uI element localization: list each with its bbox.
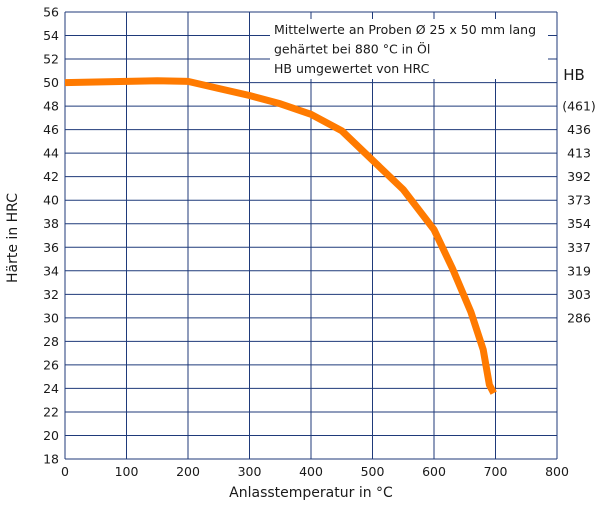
hb-tick-label: 286 xyxy=(567,310,591,325)
y-tick-label: 40 xyxy=(43,193,59,208)
x-axis-title: Anlasstemperatur in °C xyxy=(229,485,393,501)
annotation-line: HB umgewertet von HRC xyxy=(274,61,430,76)
hb-tick-label: 392 xyxy=(567,169,591,184)
hb-axis-title: HB xyxy=(563,66,585,84)
y-tick-label: 52 xyxy=(43,52,59,67)
x-tick-label: 800 xyxy=(545,464,569,479)
y-axis-title: Härte in HRC xyxy=(5,193,21,283)
y-tick-label: 42 xyxy=(43,169,59,184)
hb-tick-label: 373 xyxy=(567,193,591,208)
y-tick-label: 30 xyxy=(43,310,59,325)
grid xyxy=(64,11,558,460)
y-tick-label: 24 xyxy=(43,381,59,396)
hb-tick-label: 413 xyxy=(567,146,591,161)
y-tick-label: 28 xyxy=(43,334,59,349)
y-tick-label: 36 xyxy=(43,240,59,255)
hb-axis: HB (461) 436 413 392 373 354 337 319 303 286 xyxy=(558,60,597,325)
x-tick-label: 400 xyxy=(299,464,323,479)
hb-tick-label: 319 xyxy=(567,263,591,278)
x-tick-label: 600 xyxy=(422,464,446,479)
hb-title-bg xyxy=(558,60,597,86)
annotation: Mittelwerte an Proben Ø 25 x 50 mm lang g… xyxy=(270,19,548,79)
y-tick-label: 22 xyxy=(43,404,59,419)
y-tick-label: 20 xyxy=(43,428,59,443)
y-tick-label: 38 xyxy=(43,216,59,231)
y-tick-label: 44 xyxy=(43,146,59,161)
x-tick-label: 500 xyxy=(361,464,385,479)
x-tick-label: 700 xyxy=(484,464,508,479)
y-tick-label: 32 xyxy=(43,287,59,302)
y-tick-label: 34 xyxy=(43,263,59,278)
y-tick-label: 50 xyxy=(43,75,59,90)
hb-tick-label: 337 xyxy=(567,240,591,255)
y-tick-label: 48 xyxy=(43,99,59,114)
tick-labels: 0 100 200 300 400 500 600 700 800 18 20 22 24 26 28 30 3… xyxy=(43,5,569,480)
hb-tick-label: 303 xyxy=(567,287,591,302)
x-tick-label: 100 xyxy=(115,464,139,479)
y-tick-label: 26 xyxy=(43,357,59,372)
y-tick-label: 54 xyxy=(43,28,59,43)
annotation-line: Mittelwerte an Proben Ø 25 x 50 mm lang xyxy=(274,22,536,37)
annotation-box xyxy=(270,19,548,79)
hb-tick-label: 354 xyxy=(567,216,591,231)
annotation-line: gehärtet bei 880 °C in Öl xyxy=(274,41,430,57)
x-tick-label: 0 xyxy=(61,464,69,479)
y-tick-label: 18 xyxy=(43,452,59,467)
hb-tick-label: (461) xyxy=(562,99,596,114)
x-tick-label: 300 xyxy=(238,464,262,479)
x-tick-label: 200 xyxy=(176,464,200,479)
hardness-curve xyxy=(64,77,497,395)
y-tick-label: 56 xyxy=(43,5,59,20)
hb-tick-label: 436 xyxy=(567,122,591,137)
curve-layer xyxy=(64,77,497,395)
y-tick-label: 46 xyxy=(43,122,59,137)
